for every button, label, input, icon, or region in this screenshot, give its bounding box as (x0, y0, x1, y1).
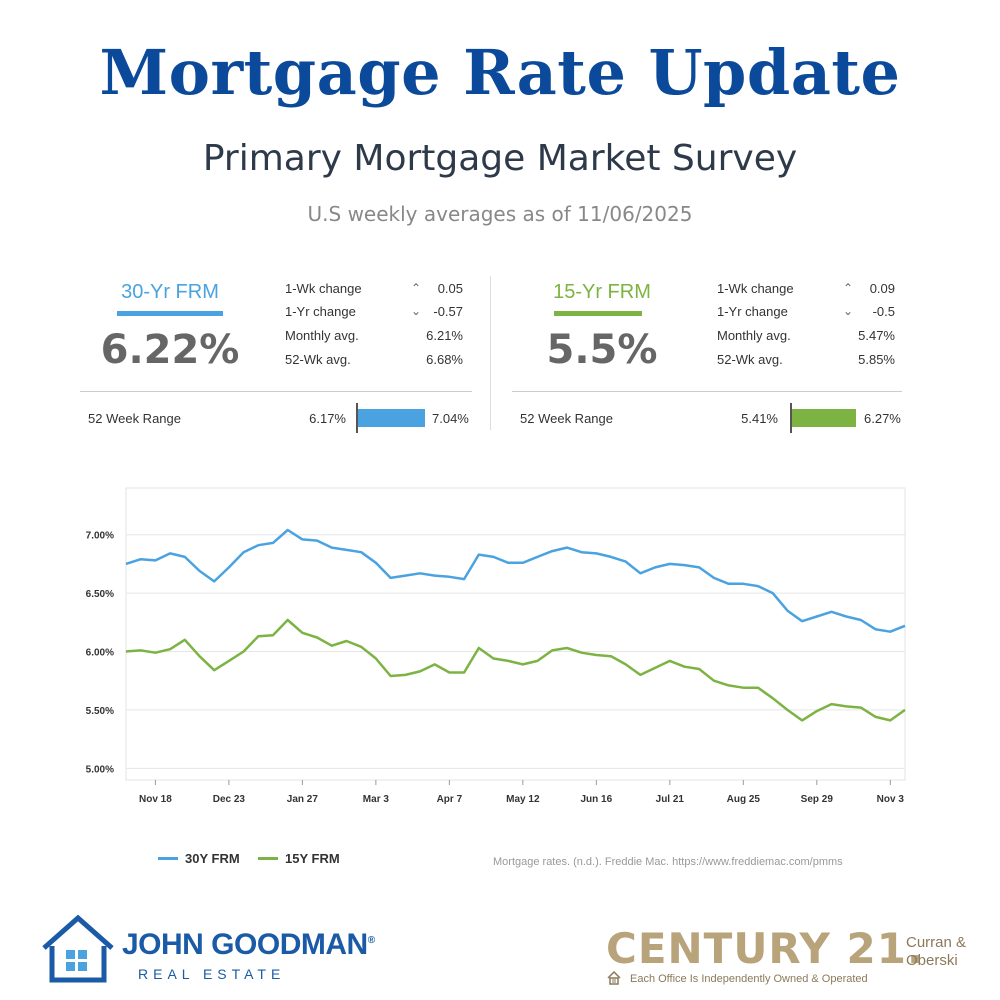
x-tick-label: Nov 3 (877, 794, 905, 805)
stat-row: Monthly avg. 6.21% (285, 328, 463, 350)
range-min: 5.41% (741, 411, 778, 426)
rate-underline-15yr (554, 311, 642, 316)
legend-label-15y: 15Y FRM (285, 851, 340, 866)
stat-row: 52-Wk avg. 6.68% (285, 352, 463, 374)
x-tick-label: Dec 23 (213, 794, 246, 805)
rate-value-30yr: 6.22% (100, 327, 240, 373)
x-tick-label: Jun 16 (580, 794, 612, 805)
rate-value-15yr: 5.5% (546, 327, 658, 373)
stat-label: 1-Yr change (717, 304, 788, 319)
office-tagline: Each Office Is Independently Owned & Ope… (630, 973, 868, 985)
range-current-marker (790, 403, 792, 433)
stat-row: 1-Wk change ⌃ 0.05 (285, 281, 463, 303)
office-name: Curran & Oberski (906, 934, 967, 969)
page-subtitle: Primary Mortgage Market Survey (202, 138, 798, 179)
series-line-30y-frm (125, 528, 906, 633)
chevron-down-icon: ⌄ (410, 304, 421, 318)
x-tick-label: Nov 18 (139, 794, 172, 805)
legend-swatch-15y (258, 857, 278, 860)
y-tick-label: 6.00% (86, 648, 114, 659)
stat-value: 0.09 (869, 281, 895, 296)
range-min: 6.17% (309, 411, 346, 426)
registered-mark: ® (367, 935, 375, 946)
divider-line (512, 391, 902, 392)
x-tick-label: Mar 3 (363, 794, 390, 805)
stat-value: 5.47% (858, 328, 895, 343)
stat-label: Monthly avg. (717, 328, 791, 343)
y-tick-label: 6.50% (86, 589, 114, 600)
stat-row: 52-Wk avg. 5.85% (717, 352, 895, 374)
series-line-15y-frm (125, 618, 906, 722)
range-label: 52 Week Range (520, 411, 613, 426)
stat-value: -0.5 (872, 304, 895, 319)
source-citation: Mortgage rates. (n.d.). Freddie Mac. htt… (493, 856, 843, 868)
plot-area (125, 487, 906, 781)
panel-15yr: 15-Yr FRM 5.5% 1-Wk change ⌃ 0.09 1-Yr c… (512, 275, 912, 435)
x-tick-label: Sep 29 (801, 794, 834, 805)
legend-swatch-30y (158, 857, 178, 860)
stat-value: 6.21% (426, 328, 463, 343)
stat-value: 0.05 (437, 281, 463, 296)
stat-label: 1-Wk change (717, 281, 794, 296)
y-tick-label: 5.50% (86, 706, 114, 717)
stat-value: 6.68% (426, 352, 463, 367)
brand-name: JOHN GOODMAN® (122, 928, 375, 962)
stat-label: 52-Wk avg. (717, 352, 783, 367)
panel-divider (490, 276, 491, 430)
stat-value: -0.57 (433, 304, 463, 319)
stat-label: 1-Yr change (285, 304, 356, 319)
x-tick-label: Jan 27 (287, 794, 319, 805)
range-max: 7.04% (432, 411, 469, 426)
stat-label: Monthly avg. (285, 328, 359, 343)
range-bar-30yr (357, 409, 425, 427)
stat-row: 1-Yr change ⌄ -0.5 (717, 304, 895, 326)
stat-label: 52-Wk avg. (285, 352, 351, 367)
century21-logo: CENTURY 21. (606, 924, 924, 973)
stat-row: 1-Yr change ⌄ -0.57 (285, 304, 463, 326)
rate-history-chart: 5.00% 5.50% 6.00% 6.50% 7.00% Nov 18 Dec 23 Ja… (86, 487, 906, 805)
rate-label-15yr: 15-Yr FRM (553, 281, 651, 303)
house-logo-icon (42, 914, 114, 983)
x-tick-label: Apr 7 (437, 794, 463, 805)
page-title: Mortgage Rate Update (99, 36, 901, 109)
y-tick-label: 7.00% (86, 531, 114, 542)
stat-row: Monthly avg. 5.47% (717, 328, 895, 350)
divider-line (80, 391, 472, 392)
chevron-down-icon: ⌄ (842, 304, 853, 318)
stat-value: 5.85% (858, 352, 895, 367)
x-tick-label: May 12 (506, 794, 540, 805)
rate-underline-30yr (117, 311, 223, 316)
x-tick-label: Aug 25 (727, 794, 761, 805)
chevron-up-icon: ⌃ (410, 281, 421, 295)
stat-row: 1-Wk change ⌃ 0.09 (717, 281, 895, 303)
range-label: 52 Week Range (88, 411, 181, 426)
legend-label-30y: 30Y FRM (185, 851, 240, 866)
range-current-marker (356, 403, 358, 433)
range-bar-15yr (792, 409, 856, 427)
chevron-up-icon: ⌃ (842, 281, 853, 295)
rate-label-30yr: 30-Yr FRM (121, 281, 219, 303)
equal-housing-icon (607, 971, 621, 985)
range-max: 6.27% (864, 411, 901, 426)
x-tick-label: Jul 21 (656, 794, 685, 805)
panel-30yr: 30-Yr FRM 6.22% 1-Wk change ⌃ 0.05 1-Yr … (80, 275, 480, 435)
y-tick-label: 5.00% (86, 764, 114, 775)
as-of-date: U.S weekly averages as of 11/06/2025 (307, 202, 693, 226)
brand-subtitle: REAL ESTATE (138, 966, 286, 982)
stat-label: 1-Wk change (285, 281, 362, 296)
brand-name-text: JOHN GOODMAN (122, 928, 368, 961)
